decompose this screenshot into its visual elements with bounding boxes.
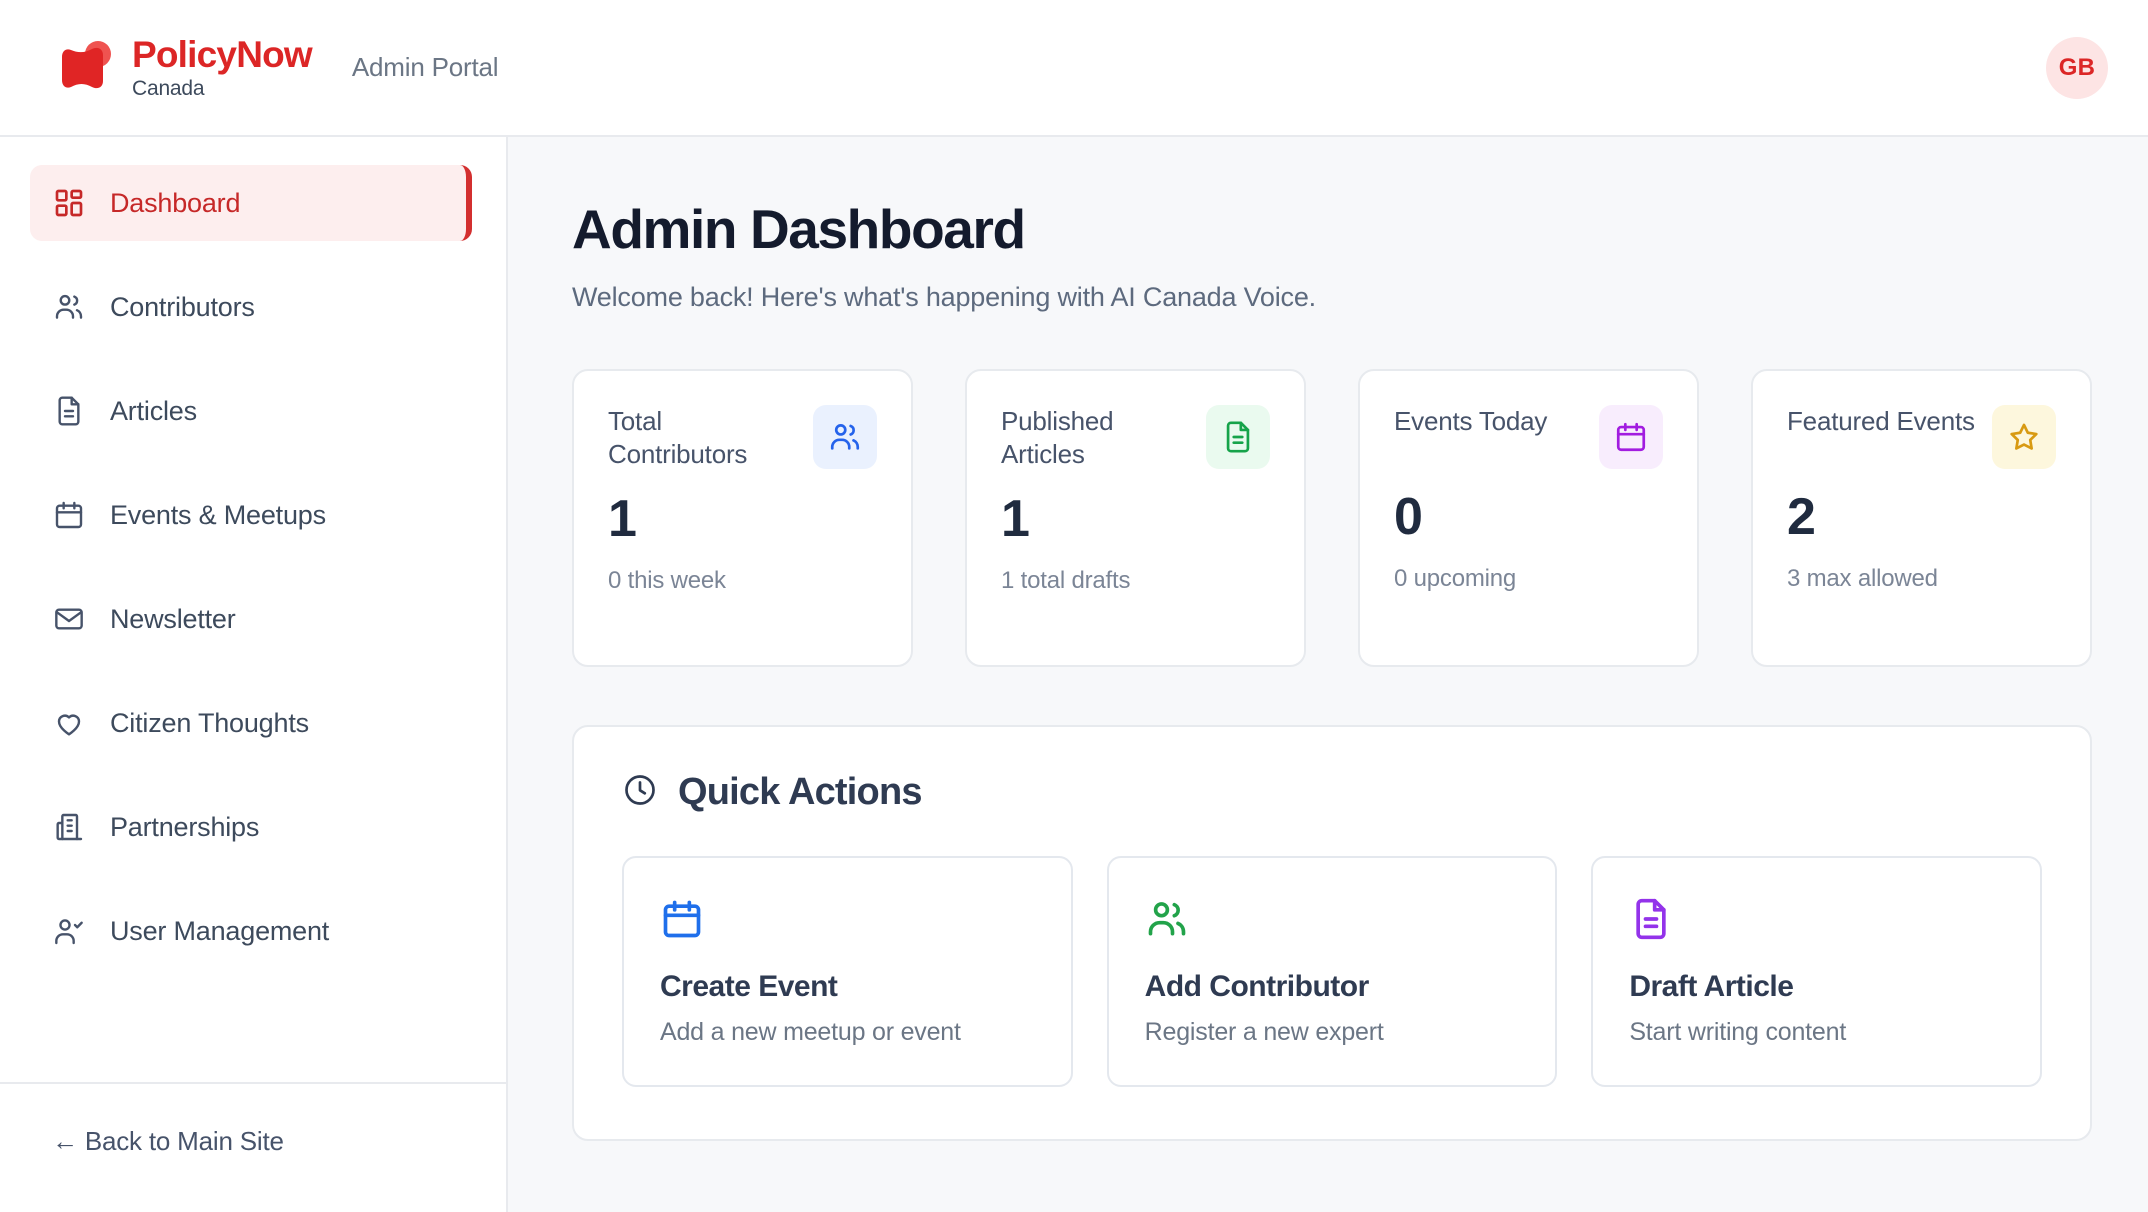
sidebar-item-events-meetups[interactable]: Events & Meetups	[30, 477, 472, 553]
portal-label: Admin Portal	[351, 52, 499, 82]
stat-card-value: 1	[608, 490, 637, 549]
quick-action-draft-article[interactable]: Draft Article Start writing content	[1591, 855, 2042, 1087]
stat-card-title: Events Today	[1394, 405, 1548, 436]
stat-card-title: Total Contributors	[608, 405, 748, 469]
calendar-icon	[1599, 404, 1663, 469]
sidebar: Dashboard Contributors	[0, 137, 508, 1212]
stat-card-value: 2	[1787, 487, 1816, 546]
user-check-icon	[52, 914, 86, 948]
calendar-icon	[52, 498, 86, 532]
stat-card-header: Published Articles	[1001, 404, 1270, 472]
brand-name: PolicyNow	[132, 33, 313, 75]
quick-actions-grid: Create Event Add a new meetup or event A…	[622, 855, 2042, 1087]
stat-card-title: Published Articles	[1001, 405, 1114, 469]
stat-card-note: 3 max allowed	[1787, 564, 1938, 592]
sidebar-item-label: Newsletter	[110, 603, 236, 634]
stat-card-note: 0 upcoming	[1394, 564, 1517, 592]
layout-grid-icon	[52, 186, 86, 220]
file-text-icon	[1629, 894, 2004, 944]
stat-card-header: Featured Events	[1787, 404, 2056, 469]
sidebar-item-label: Dashboard	[110, 187, 241, 218]
quick-action-desc: Register a new expert	[1144, 1017, 1384, 1046]
policynow-book-logo-icon	[52, 37, 114, 99]
heart-icon	[52, 706, 86, 740]
sidebar-item-label: User Management	[110, 915, 330, 946]
stat-card-note: 0 this week	[608, 567, 726, 595]
page-subtitle: Welcome back! Here's what's happening wi…	[572, 281, 1316, 312]
stat-card-value: 0	[1394, 487, 1423, 546]
sidebar-item-label: Contributors	[110, 291, 255, 322]
quick-action-title: Create Event	[660, 969, 838, 1003]
stat-card-published-articles: Published Articles 1 1 total drafts	[965, 368, 1306, 667]
sidebar-item-label: Articles	[110, 395, 197, 426]
users-icon	[1145, 894, 1520, 944]
sidebar-item-label: Citizen Thoughts	[110, 707, 309, 738]
brand-subtitle: Canada	[132, 77, 205, 101]
stat-card-header: Events Today	[1394, 404, 1663, 469]
sidebar-item-contributors[interactable]: Contributors	[30, 269, 472, 345]
building-icon	[52, 810, 86, 844]
sidebar-item-dashboard[interactable]: Dashboard	[30, 165, 472, 241]
quick-action-title: Add Contributor	[1144, 969, 1370, 1003]
sidebar-item-user-management[interactable]: User Management	[30, 893, 472, 969]
sidebar-item-label: Events & Meetups	[110, 499, 326, 530]
top-bar: PolicyNow Canada Admin Portal GB	[0, 0, 2148, 137]
users-icon	[52, 290, 86, 324]
stat-card-value: 1	[1001, 490, 1030, 549]
quick-action-title: Draft Article	[1629, 969, 1794, 1003]
sidebar-item-label: Partnerships	[110, 811, 260, 842]
quick-action-desc: Start writing content	[1629, 1017, 1847, 1046]
quick-actions-header: Quick Actions	[622, 771, 2042, 814]
stat-card-events-today: Events Today 0 0 upcoming	[1358, 368, 1699, 667]
sidebar-footer: ← Back to Main Site	[0, 1082, 506, 1212]
sidebar-item-partnerships[interactable]: Partnerships	[30, 789, 472, 865]
main-content: Admin Dashboard Welcome back! Here's wha…	[508, 137, 2148, 1212]
brand-logo[interactable]: PolicyNow Canada	[52, 33, 313, 101]
sidebar-item-citizen-thoughts[interactable]: Citizen Thoughts	[30, 685, 472, 761]
quick-actions-title: Quick Actions	[678, 770, 923, 813]
quick-action-desc: Add a new meetup or event	[660, 1017, 961, 1046]
stat-card-header: Total Contributors	[608, 404, 877, 472]
star-icon	[1992, 404, 2056, 469]
stat-card-featured-events: Featured Events 2 3 max allowed	[1751, 368, 2092, 667]
file-text-icon	[52, 394, 86, 428]
quick-actions-panel: Quick Actions Create Event Add a new mee…	[572, 724, 2092, 1141]
calendar-icon	[660, 894, 1035, 944]
sidebar-item-articles[interactable]: Articles	[30, 373, 472, 449]
quick-action-add-contributor[interactable]: Add Contributor Register a new expert	[1106, 855, 1558, 1087]
stat-card-total-contributors: Total Contributors 1 0 this week	[572, 368, 913, 667]
users-icon	[813, 404, 877, 469]
body: Dashboard Contributors	[0, 137, 2148, 1212]
avatar[interactable]: GB	[2046, 36, 2108, 99]
file-text-icon	[1206, 404, 1270, 469]
clock-icon	[622, 772, 658, 813]
stat-card-title: Featured Events	[1787, 405, 1975, 436]
quick-action-create-event[interactable]: Create Event Add a new meetup or event	[622, 855, 1073, 1087]
back-to-main-site-link[interactable]: ← Back to Main Site	[52, 1126, 284, 1156]
brand-text: PolicyNow Canada	[132, 33, 313, 101]
mail-icon	[52, 602, 86, 636]
sidebar-item-newsletter[interactable]: Newsletter	[30, 581, 472, 657]
page-title: Admin Dashboard	[572, 198, 1026, 260]
stat-cards: Total Contributors 1 0 this week Publ	[572, 368, 2092, 667]
sidebar-nav: Dashboard Contributors	[0, 137, 506, 1082]
stat-card-note: 1 total drafts	[1001, 567, 1131, 595]
